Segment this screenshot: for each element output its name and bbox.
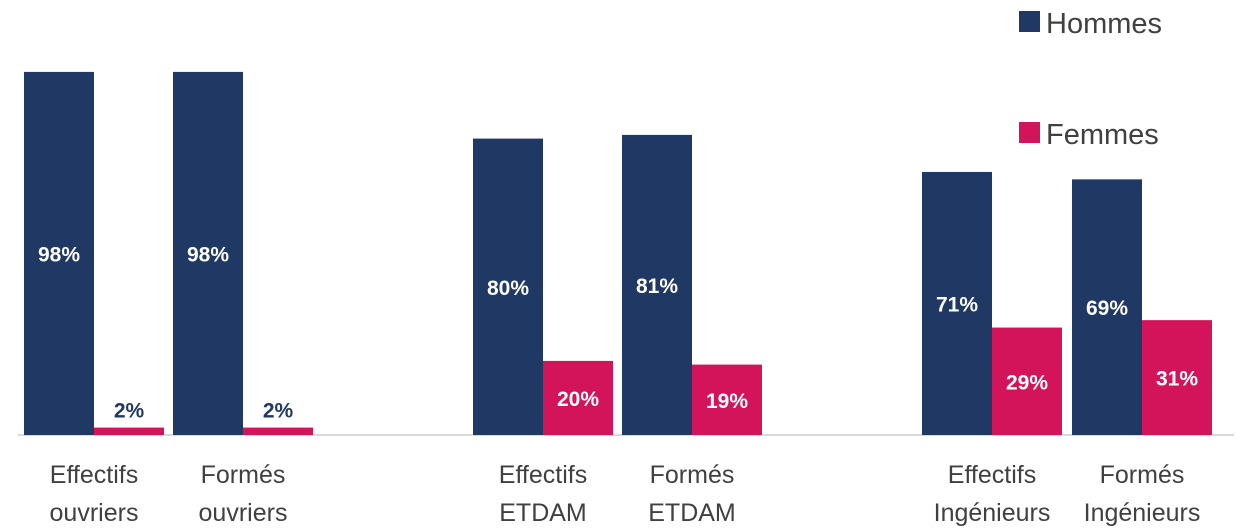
legend-label-femmes: Femmes — [1046, 119, 1159, 151]
category-label-5-1: Ingénieurs — [1084, 499, 1201, 527]
category-label-2-0: Effectifs — [499, 461, 587, 489]
bar-label-hommes-0: 98% — [38, 243, 80, 266]
bar-femmes-2 — [543, 360, 613, 435]
bar-femmes-1 — [243, 427, 313, 435]
bar-hommes-0 — [24, 71, 94, 435]
bar-label-femmes-2: 20% — [557, 388, 599, 411]
bar-hommes-4 — [922, 171, 992, 435]
category-labels-group: Effectifs ouvriers Formés ouvriers Effectifs… — [50, 461, 1201, 527]
category-label-0-0: Effectifs — [50, 461, 138, 489]
bar-label-femmes-0: 2% — [114, 400, 145, 423]
bar-hommes-2 — [473, 138, 543, 435]
category-label-0-1: ouvriers — [50, 499, 139, 527]
bar-femmes-4 — [992, 327, 1062, 435]
bar-label-femmes-5: 31% — [1156, 368, 1198, 391]
bar-label-hommes-3: 81% — [636, 275, 678, 298]
bar-label-femmes-3: 19% — [706, 390, 748, 413]
bar-label-hommes-5: 69% — [1086, 297, 1128, 320]
bar-hommes-5 — [1072, 179, 1142, 435]
bar-label-femmes-1: 2% — [263, 400, 294, 423]
bar-femmes-0 — [94, 427, 164, 435]
bar-label-femmes-4: 29% — [1006, 371, 1048, 394]
category-label-3-0: Formés — [650, 461, 735, 489]
category-label-4-1: Ingénieurs — [934, 499, 1051, 527]
category-label-5-0: Formés — [1100, 461, 1185, 489]
category-label-4-0: Effectifs — [948, 461, 1036, 489]
legend-swatch-hommes — [1019, 11, 1040, 32]
bars-group — [24, 71, 1212, 435]
bar-hommes-1 — [173, 71, 243, 435]
bar-hommes-3 — [622, 134, 692, 435]
bar-label-hommes-1: 98% — [187, 243, 229, 266]
legend: Hommes Femmes — [1019, 8, 1162, 151]
legend-swatch-femmes — [1019, 122, 1040, 143]
category-label-1-1: ouvriers — [199, 499, 288, 527]
legend-label-hommes: Hommes — [1046, 8, 1162, 40]
bar-label-hommes-4: 71% — [936, 293, 978, 316]
bar-femmes-3 — [692, 364, 762, 435]
category-label-1-0: Formés — [201, 461, 286, 489]
category-label-2-1: ETDAM — [499, 499, 587, 527]
bar-label-hommes-2: 80% — [487, 277, 529, 300]
bar-labels-group: 98% 2% 98% 2% 80% 20% 81% 19% 71% 29% 69% 31% — [38, 243, 1198, 422]
category-label-3-1: ETDAM — [648, 499, 736, 527]
bar-femmes-5 — [1142, 320, 1212, 435]
